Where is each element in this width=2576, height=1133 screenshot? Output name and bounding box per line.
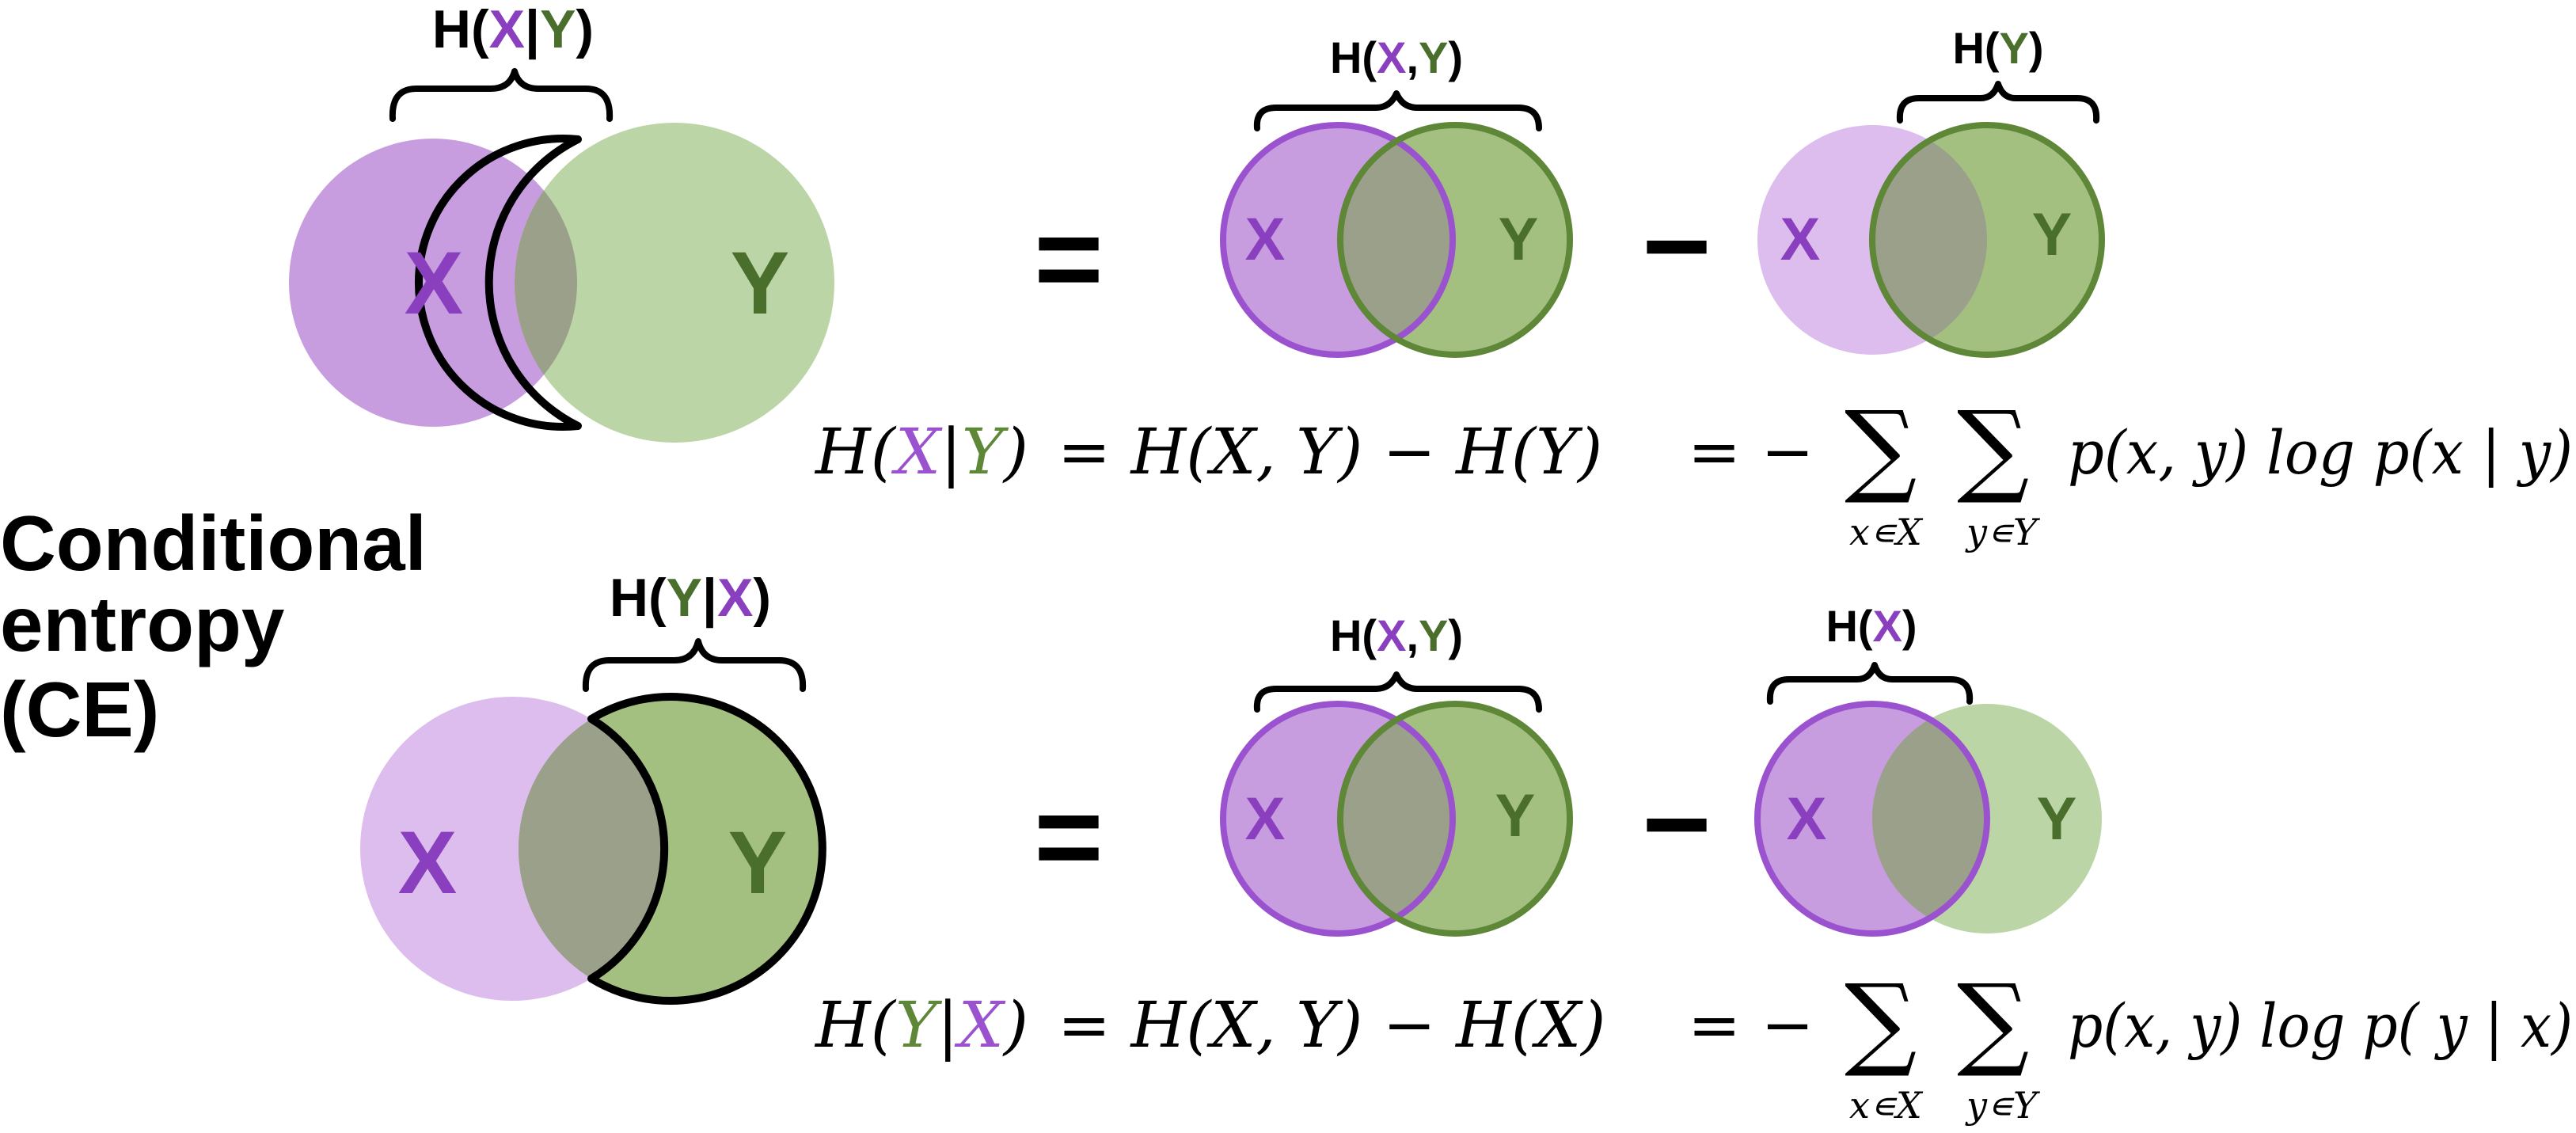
bottom-marginal-venn: X Y H(X) xyxy=(1754,601,2102,937)
brace-label: H(X,Y) xyxy=(1330,32,1463,82)
sum-sign-y: ∑ xyxy=(1957,390,2029,508)
formula-rhs-difference: = H(X, Y) − H(X) xyxy=(1058,988,1605,1062)
brace-label: H(X|Y) xyxy=(432,0,594,60)
circle-label-x: X xyxy=(1245,206,1286,273)
section-title: Conditional entropy (CE) xyxy=(0,500,427,753)
top-joint-venn: X Y H(X,Y) xyxy=(1220,32,1573,358)
circle-label-x: X xyxy=(1245,785,1286,853)
circle-label-y: Y xyxy=(731,234,790,333)
venn-outline-x xyxy=(1220,701,1456,937)
venn-outline-x xyxy=(1754,701,1990,937)
sum-subscript-y: y∊Y xyxy=(1965,1084,2041,1127)
circle-label-x: X xyxy=(1787,785,1827,853)
top-formula: H(X|Y) = H(X, Y) − H(Y) = − ∑ ∑ x∊X y∊Y … xyxy=(814,390,2573,553)
venn-circle-y xyxy=(515,123,834,443)
formula-lhs: H(Y|X) xyxy=(814,988,1028,1062)
bottom-large-venn: X Y H(Y|X) xyxy=(360,568,826,1005)
venn-outline-y xyxy=(1869,122,2105,358)
brace xyxy=(1896,81,2100,124)
title-line-1: Conditional xyxy=(0,500,427,587)
venn-overlap xyxy=(519,697,664,1001)
brace xyxy=(1253,90,1542,131)
brace-label: H(X) xyxy=(1826,601,1917,651)
circle-label-x: X xyxy=(398,813,458,912)
brace-label: H(Y) xyxy=(1952,23,2043,73)
circle-label-x: X xyxy=(405,234,464,333)
sum-subscript-x: x∊X xyxy=(1849,1084,1924,1127)
formula-rhs-difference: = H(X, Y) − H(Y) xyxy=(1058,415,1602,489)
formula-tail: p(x, y) log p(x | y) xyxy=(2068,417,2573,488)
equals-sign: = xyxy=(1034,770,1104,903)
sum-subscript-y: y∊Y xyxy=(1965,511,2041,553)
title-line-2: entropy xyxy=(0,580,284,667)
minus-sign: − xyxy=(1642,757,1712,890)
formula-lhs: H(X|Y) xyxy=(814,415,1028,489)
brace-label: H(X,Y) xyxy=(1330,610,1463,660)
venn-overlap xyxy=(1872,704,1987,933)
equals-sign: = xyxy=(1034,192,1104,325)
minus-sign: − xyxy=(1642,179,1712,312)
highlight-outline xyxy=(587,693,826,1005)
circle-label-y: Y xyxy=(1495,782,1536,850)
circle-label-x: X xyxy=(1780,206,1821,273)
venn-overlap xyxy=(1340,704,1453,933)
bottom-row: X Y H(Y|X) = X Y H(X,Y) − X Y xyxy=(360,568,2573,1127)
venn-overlap xyxy=(1872,125,1987,355)
sum-sign-x: ∑ xyxy=(1845,963,1917,1081)
formula-rhs-equals: = − xyxy=(1688,988,1814,1062)
top-marginal-venn: X Y H(Y) xyxy=(1757,23,2105,358)
bottom-joint-venn: X Y H(X,Y) xyxy=(1220,610,1573,937)
venn-outline-x xyxy=(1220,122,1456,358)
circle-label-y: Y xyxy=(1499,206,1539,273)
top-row: X Y H(X|Y) = X Y H(X,Y) − X Y xyxy=(289,0,2573,553)
circle-label-y: Y xyxy=(2037,785,2077,853)
brace xyxy=(389,68,614,122)
venn-outline-y xyxy=(1337,122,1573,358)
formula-tail: p(x, y) log p( y | x) xyxy=(2068,990,2573,1061)
highlight-outline xyxy=(415,135,582,431)
venn-outline-y xyxy=(1337,701,1573,937)
brace-label: H(Y|X) xyxy=(610,568,771,629)
venn-overlap xyxy=(1340,125,1453,355)
sum-sign-x: ∑ xyxy=(1845,390,1917,508)
circle-label-y: Y xyxy=(728,813,788,912)
sum-subscript-x: x∊X xyxy=(1849,511,1924,553)
brace xyxy=(582,638,807,692)
sum-sign-y: ∑ xyxy=(1957,963,2029,1081)
title-line-3: (CE) xyxy=(0,666,159,753)
brace xyxy=(1253,671,1542,713)
formula-rhs-equals: = − xyxy=(1688,415,1814,489)
bottom-formula: H(Y|X) = H(X, Y) − H(X) = − ∑ ∑ x∊X y∊Y … xyxy=(814,963,2573,1127)
brace xyxy=(1766,662,1974,705)
circle-label-y: Y xyxy=(2032,201,2073,268)
top-large-venn: X Y H(X|Y) xyxy=(289,0,834,443)
